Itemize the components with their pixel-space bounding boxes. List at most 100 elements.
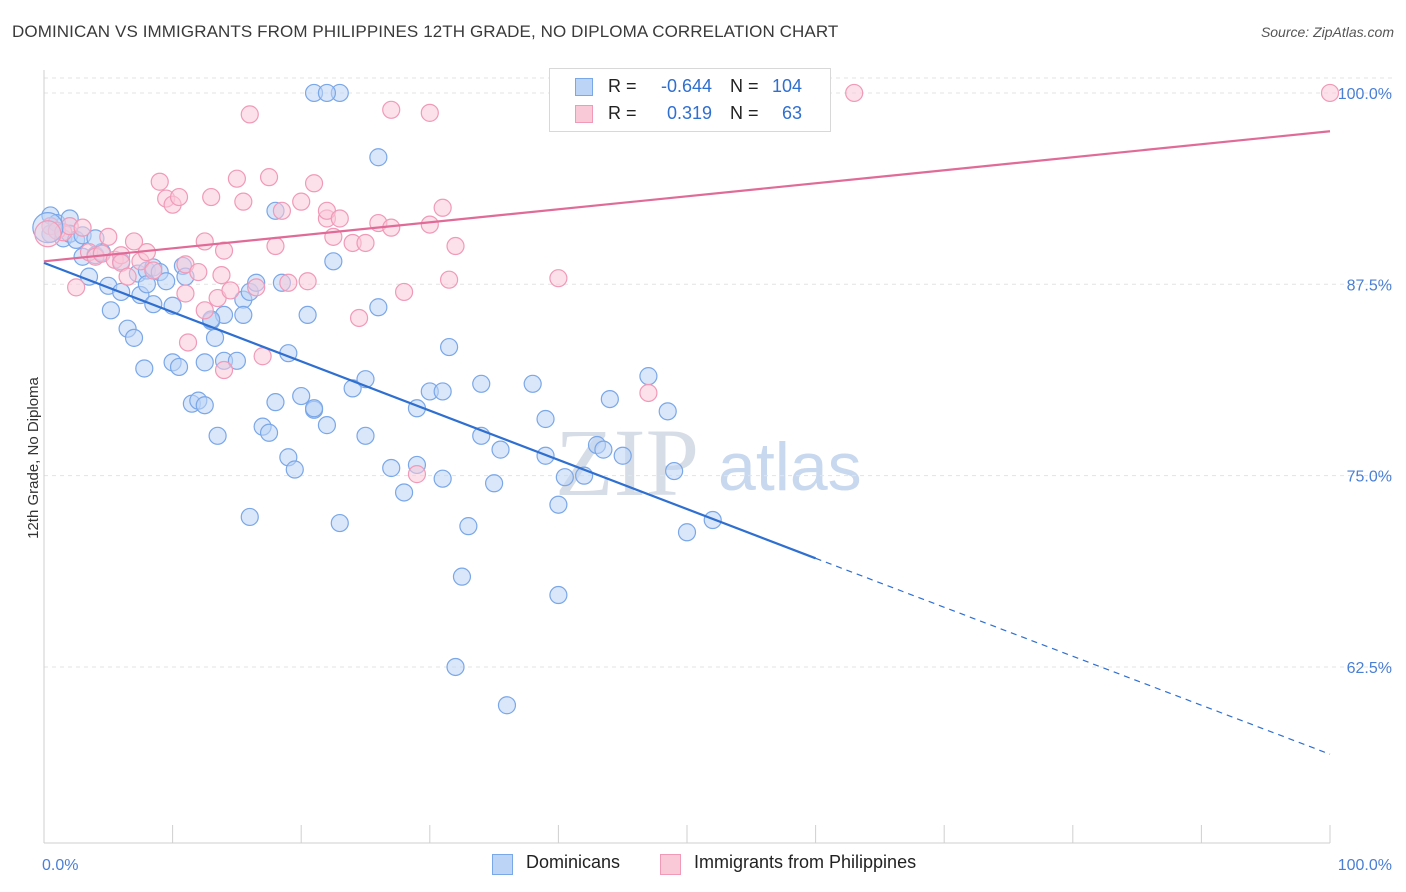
point-dominicans — [157, 272, 176, 291]
legend-swatch-philippines — [575, 105, 593, 123]
point-dominicans — [317, 416, 337, 435]
point-philippines — [845, 83, 864, 103]
tick-labels: 100.0% 87.5% 75.0% 62.5% 0.0% 100.0% — [42, 86, 1392, 874]
point-philippines — [178, 333, 198, 352]
point-philippines — [247, 278, 266, 297]
point-dominicans — [613, 446, 632, 465]
point-philippines — [195, 232, 214, 251]
point-philippines — [73, 218, 92, 237]
point-philippines — [1320, 83, 1340, 103]
axes — [43, 70, 1331, 844]
point-dominicans — [101, 301, 120, 320]
point-philippines — [420, 103, 439, 122]
y-axis-label: 12th Grade, No Diploma — [25, 376, 42, 538]
point-philippines — [99, 227, 118, 246]
point-dominicans — [208, 426, 227, 445]
watermark-atlas: atlas — [718, 429, 862, 505]
point-dominicans — [259, 423, 279, 442]
point-philippines — [292, 192, 311, 211]
legend-swatch-philippines — [660, 854, 681, 875]
r-label: R = — [608, 76, 637, 96]
point-dominicans — [446, 657, 465, 677]
point-dominicans-cluster — [32, 212, 64, 244]
point-dominicans — [472, 374, 491, 393]
trend-lines — [43, 130, 1331, 755]
point-dominicans — [124, 328, 144, 347]
point-philippines — [253, 347, 272, 366]
point-philippines — [259, 168, 279, 187]
point-dominicans — [485, 474, 504, 493]
point-dominicans — [549, 495, 568, 514]
point-philippines — [150, 172, 169, 191]
point-philippines — [212, 266, 231, 285]
point-dominicans — [317, 83, 337, 103]
point-philippines — [214, 360, 234, 380]
point-dominicans — [677, 523, 697, 542]
source-note: Source: ZipAtlas.com — [1260, 24, 1394, 40]
point-dominicans — [536, 409, 555, 429]
point-dominicans — [382, 458, 401, 478]
point-philippines — [118, 267, 137, 286]
point-dominicans — [658, 402, 677, 421]
n-label: N = — [730, 103, 759, 123]
point-dominicans — [439, 337, 459, 357]
point-dominicans — [195, 396, 214, 415]
point-dominicans — [555, 468, 574, 487]
point-dominicans — [298, 305, 317, 325]
watermark: ZIP atlas — [555, 409, 862, 516]
point-philippines — [124, 232, 144, 251]
n-value: 104 — [771, 76, 802, 96]
point-philippines — [176, 284, 195, 303]
legend-row-dominicans: R = -0.644 N = 104 — [550, 73, 830, 101]
point-dominicans — [523, 374, 542, 393]
point-philippines — [349, 308, 369, 328]
point-philippines — [67, 278, 86, 297]
trend-line-dominicans — [43, 261, 816, 560]
y-tick-label: 100.0% — [1338, 86, 1392, 103]
trend-line-philippines — [43, 130, 1331, 263]
gridlines — [44, 77, 1392, 668]
point-philippines — [189, 262, 208, 282]
point-philippines — [240, 105, 259, 124]
point-dominicans — [433, 382, 452, 401]
point-dominicans — [639, 367, 658, 386]
point-dominicans — [205, 328, 225, 347]
n-label: N = — [730, 76, 759, 96]
y-tick-label: 87.5% — [1347, 277, 1392, 294]
point-philippines — [330, 209, 349, 228]
n-value: 63 — [781, 103, 802, 123]
point-dominicans — [135, 359, 154, 378]
point-dominicans — [234, 305, 253, 325]
point-philippines — [272, 201, 292, 220]
legend-label-dominicans: Dominicans — [526, 852, 621, 872]
point-dominicans — [356, 426, 375, 445]
point-philippines — [227, 169, 246, 188]
point-philippines — [407, 465, 427, 484]
point-dominicans — [433, 469, 452, 488]
x-tick-label: 100.0% — [1338, 857, 1392, 874]
point-philippines — [549, 269, 568, 288]
point-dominicans — [169, 357, 189, 377]
point-dominicans — [227, 351, 246, 370]
correlation-legend: R = -0.644 N = 104 R = 0.319 N = 63 — [549, 68, 831, 132]
point-dominicans — [491, 440, 510, 459]
x-tick-label: 0.0% — [42, 857, 78, 874]
y-tick-label: 75.0% — [1347, 469, 1392, 486]
point-philippines — [304, 174, 324, 193]
point-philippines — [394, 282, 414, 302]
point-dominicans — [240, 507, 259, 527]
point-dominicans — [195, 353, 214, 372]
point-dominicans — [394, 483, 414, 502]
point-dominicans — [452, 567, 472, 586]
point-philippines — [266, 236, 285, 256]
chart-title: DOMINICAN VS IMMIGRANTS FROM PHILIPPINES… — [12, 22, 839, 41]
r-value: -0.644 — [660, 76, 712, 96]
point-philippines — [433, 198, 452, 217]
point-philippines — [279, 273, 298, 292]
point-dominicans — [285, 460, 304, 479]
point-dominicans — [369, 148, 388, 167]
point-philippines — [195, 301, 214, 320]
point-dominicans — [292, 386, 311, 406]
point-philippines — [202, 187, 221, 207]
